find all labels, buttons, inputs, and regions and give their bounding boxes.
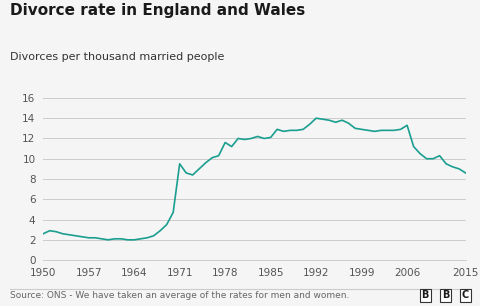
Text: C: C xyxy=(462,290,469,300)
Text: Divorce rate in England and Wales: Divorce rate in England and Wales xyxy=(10,3,305,18)
Text: Divorces per thousand married people: Divorces per thousand married people xyxy=(10,52,224,62)
Text: Source: ONS - We have taken an average of the rates for men and women.: Source: ONS - We have taken an average o… xyxy=(10,291,349,300)
Text: B: B xyxy=(421,290,429,300)
Text: B: B xyxy=(442,290,449,300)
